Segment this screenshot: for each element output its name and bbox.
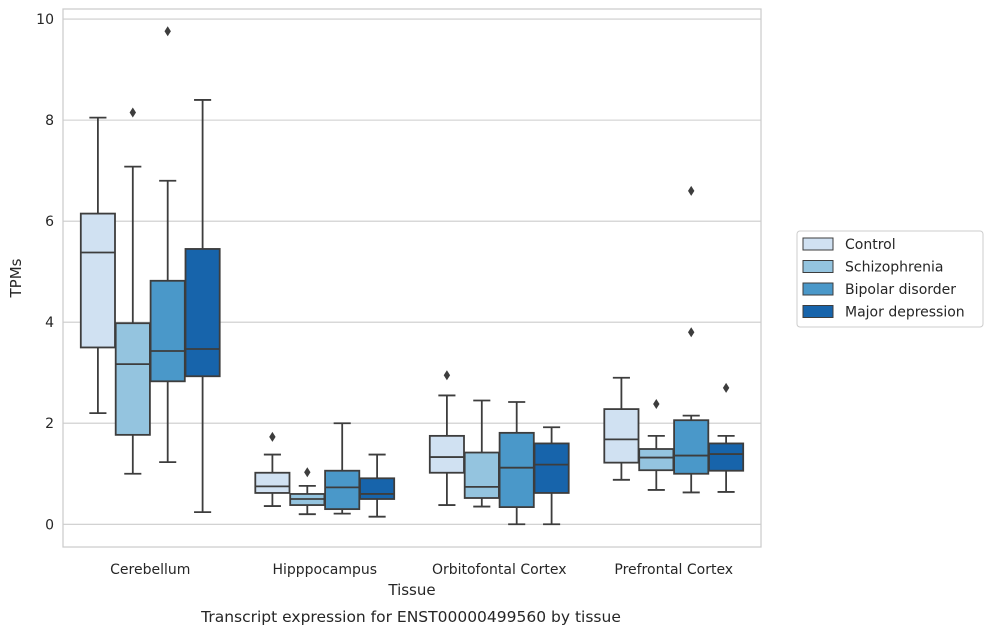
box-group	[114, 107, 151, 475]
outlier-point	[688, 327, 695, 338]
legend-label: Bipolar disorder	[845, 282, 956, 298]
outlier-point	[269, 431, 276, 442]
y-tick-label: 6	[45, 214, 54, 230]
y-tick-label: 2	[45, 416, 54, 432]
box-iqr	[254, 471, 291, 494]
y-tick-labels: 0 2 4 6 8 10	[36, 12, 54, 533]
legend-label: Schizophrenia	[845, 260, 943, 276]
box-group	[533, 426, 570, 526]
y-tick-label: 10	[36, 12, 54, 28]
box-iqr	[498, 431, 535, 508]
y-tick-label: 8	[45, 113, 54, 129]
legend-swatch	[802, 237, 834, 251]
y-tick-label: 4	[45, 315, 54, 331]
box-iqr	[603, 408, 640, 464]
outlier-point	[688, 185, 695, 196]
box-group	[359, 453, 396, 518]
x-tick-label: Orbitofontal Cortex	[432, 562, 567, 578]
chart-caption: Transcript expression for ENST0000049956…	[200, 608, 621, 626]
legend: Control Schizophrenia Bipolar disorder Majo…	[796, 230, 984, 328]
box-iqr	[428, 434, 465, 474]
box-group	[603, 376, 640, 481]
box-iqr	[324, 469, 361, 511]
plot-frame	[62, 8, 762, 548]
box-group	[428, 370, 465, 506]
box-group	[254, 431, 291, 507]
box-iqr	[708, 442, 745, 472]
x-tick-labels: Cerebellum Hipppocampus Orbitofontal Corte…	[110, 562, 733, 578]
box-group	[463, 399, 500, 508]
box-group	[289, 467, 326, 516]
x-tick-label: Prefrontal Cortex	[614, 562, 733, 578]
legend-frame	[796, 230, 984, 328]
legend-label: Control	[845, 237, 896, 253]
box-group	[498, 401, 535, 526]
x-tick-label: Hipppocampus	[272, 562, 377, 578]
box-iqr	[359, 477, 396, 500]
box-iqr	[149, 279, 186, 383]
y-tick-label: 0	[45, 517, 54, 533]
outlier-point	[653, 399, 660, 410]
box-iqr	[114, 322, 151, 436]
legend-swatch	[802, 282, 834, 296]
outlier-point	[129, 107, 136, 118]
box-iqr	[533, 442, 570, 494]
x-axis-title: Tissue	[387, 581, 435, 599]
y-axis-title: TPMs	[7, 258, 25, 298]
boxes-layer	[79, 26, 745, 526]
box-group	[638, 399, 675, 491]
box-iqr	[184, 248, 221, 378]
legend-swatch	[802, 305, 834, 318]
outlier-point	[164, 26, 171, 37]
legend-label: Major depression	[845, 305, 965, 321]
outlier-point	[304, 467, 311, 478]
box-group	[673, 185, 710, 494]
box-group	[708, 382, 745, 493]
box-iqr	[673, 419, 710, 475]
box-iqr	[463, 451, 500, 499]
box-group	[184, 99, 221, 514]
outlier-point	[443, 370, 451, 381]
box-group	[149, 26, 186, 464]
legend-swatch	[802, 260, 834, 273]
box-group	[79, 116, 116, 415]
box-iqr	[638, 448, 675, 472]
box-group	[324, 422, 361, 515]
outlier-point	[722, 382, 730, 393]
box-iqr	[79, 212, 116, 349]
x-tick-label: Cerebellum	[110, 562, 190, 578]
